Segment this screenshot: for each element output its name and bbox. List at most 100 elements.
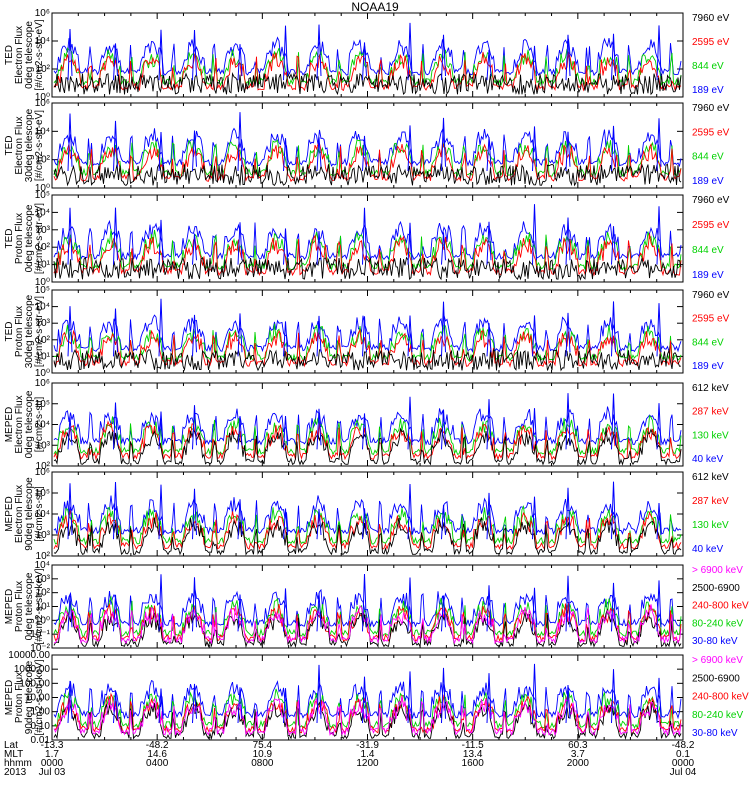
legend-entry: 40 keV — [692, 454, 723, 465]
peak-mark — [441, 34, 446, 81]
y-tick-label: 0.01 — [31, 735, 51, 746]
y-axis-title-line: [#/cm2-s-str] — [34, 397, 45, 453]
peak-mark — [407, 484, 413, 540]
peak-mark — [316, 664, 322, 724]
panel-1: 10⁰ 10² 10⁴ 10⁶ TED Electron Flux 0deg telesco… — [4, 8, 730, 103]
trace-black — [53, 427, 682, 466]
peak-mark — [316, 24, 322, 81]
peak-mark — [441, 504, 446, 540]
trace-green — [53, 414, 682, 456]
peak-mark — [362, 508, 367, 540]
peak-mark — [532, 663, 537, 724]
peak-mark — [407, 396, 413, 450]
y-axis-title-line: 90deg telescope — [24, 477, 35, 551]
peak-mark — [362, 676, 367, 724]
peak-mark — [611, 582, 616, 632]
peak-mark — [316, 315, 322, 357]
legend-entry: 7960 eV — [692, 103, 730, 114]
footer-lat-value: -11.5 — [462, 740, 484, 751]
peak-mark — [362, 135, 367, 172]
y-axis-title-line: MEPED — [4, 496, 15, 532]
peak-mark — [611, 481, 616, 540]
y-tick-label: 10² — [36, 335, 51, 346]
peak-mark — [283, 588, 288, 632]
trace-red — [53, 233, 682, 277]
y-axis-title-line: 30deg telescope — [24, 294, 35, 368]
trace-black — [53, 256, 682, 281]
legend-entry: 80-240 keV — [692, 618, 743, 629]
footer-mlt-value: 13.4 — [463, 749, 483, 760]
peak-mark — [67, 306, 73, 357]
legend-entry: 189 eV — [692, 361, 724, 372]
footer-hhmm-value: 1200 — [356, 758, 379, 769]
peak-mark — [67, 28, 73, 81]
peak-mark — [486, 399, 492, 450]
peak-mark — [158, 484, 164, 540]
y-axis-title-line: Electron Flux — [14, 26, 25, 84]
y-axis-title-line: Proton Flux — [14, 581, 25, 632]
trace-green — [53, 138, 682, 178]
footer-date-value: Jul 03 — [39, 767, 66, 778]
footer-date-value: Jul 04 — [670, 767, 697, 778]
trace-red — [53, 142, 682, 183]
trace-blue — [53, 36, 682, 77]
footer-lat-value: -48.2 — [672, 740, 695, 751]
peak-mark — [611, 33, 616, 81]
legend-entry: 2595 eV — [692, 314, 730, 325]
peak-mark — [113, 481, 118, 540]
legend-entry: 287 keV — [692, 407, 729, 418]
y-axis-title-line: [#/cm2-s-str-eV] — [34, 19, 45, 90]
peak-mark — [565, 217, 571, 265]
legend-entry: 189 eV — [692, 176, 724, 187]
peak-mark — [362, 573, 367, 632]
y-axis-title-line: [#/cm2-s-str-keV] — [34, 568, 45, 644]
legend-entry: 130 keV — [692, 520, 729, 531]
y-tick-label: 1.00 — [31, 707, 51, 718]
trace-magenta — [53, 696, 682, 737]
footer-mlt-value: 3.7 — [571, 749, 585, 760]
y-tick-label: 10⁻¹ — [30, 629, 50, 640]
peak-mark — [532, 496, 537, 540]
peak-mark — [656, 25, 662, 81]
y-tick-label: 10⁵ — [35, 399, 50, 410]
peak-mark — [486, 323, 492, 357]
y-axis-title-line: 30deg telescope — [24, 108, 35, 182]
y-tick-label: 10⁰ — [35, 183, 50, 194]
peak-mark — [486, 49, 492, 81]
peak-mark — [283, 688, 288, 724]
peak-mark — [237, 112, 243, 172]
peak-mark — [283, 138, 288, 172]
legend-entry: 40 keV — [692, 544, 723, 555]
peak-mark — [158, 298, 164, 357]
peak-mark — [565, 575, 571, 632]
peak-mark — [237, 44, 243, 81]
peak-mark — [67, 680, 73, 724]
peak-mark — [283, 508, 288, 540]
peak-mark — [158, 574, 164, 632]
peak-mark — [283, 416, 288, 450]
footer-hhmm-value: 1600 — [462, 758, 485, 769]
peak-mark — [113, 120, 118, 172]
y-tick-label: 10⁰ — [35, 277, 50, 288]
y-tick-label: 10² — [36, 64, 51, 75]
peak-mark — [67, 416, 73, 450]
peak-mark — [656, 206, 662, 265]
peak-mark — [486, 585, 492, 632]
y-tick-label: 10² — [36, 242, 51, 253]
peak-mark — [486, 492, 492, 540]
peak-mark — [283, 321, 288, 357]
y-tick-label: 10² — [36, 551, 51, 562]
legend-entry: 189 eV — [692, 270, 724, 281]
y-tick-label: 10³ — [36, 225, 51, 236]
peak-mark — [113, 43, 118, 81]
footer-row-label: Lat — [4, 740, 18, 751]
y-tick-label: 10¹ — [36, 260, 51, 271]
y-axis-title-line: Electron Flux — [14, 485, 25, 543]
peak-mark — [611, 393, 616, 450]
peak-mark — [192, 405, 197, 450]
peak-mark — [565, 131, 571, 172]
trace-blue — [53, 127, 682, 168]
peak-mark — [532, 204, 537, 265]
